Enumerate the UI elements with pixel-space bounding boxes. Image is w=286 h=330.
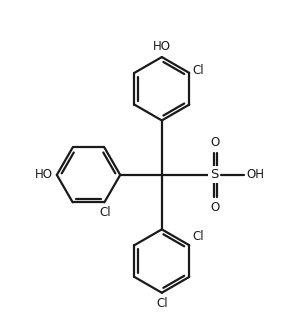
Text: O: O — [211, 136, 220, 149]
Text: HO: HO — [35, 168, 53, 182]
Text: S: S — [210, 168, 219, 182]
Text: O: O — [211, 201, 220, 214]
Text: Cl: Cl — [192, 230, 204, 243]
Text: HO: HO — [153, 40, 171, 53]
Text: OH: OH — [246, 168, 264, 182]
Text: Cl: Cl — [100, 206, 111, 219]
Text: Cl: Cl — [156, 297, 168, 310]
Text: Cl: Cl — [192, 64, 204, 78]
